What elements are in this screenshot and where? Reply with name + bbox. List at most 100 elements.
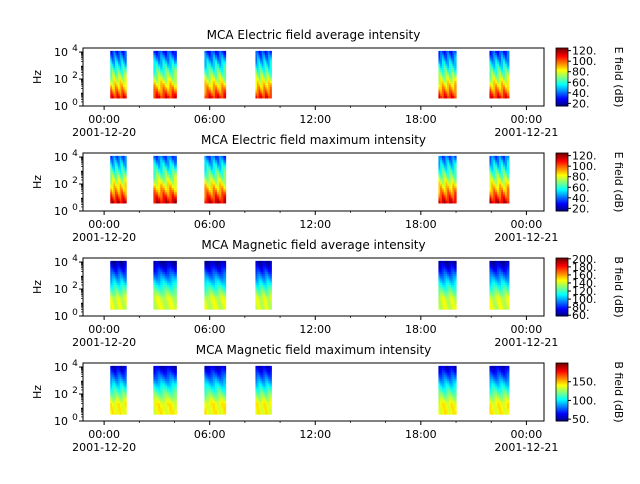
x-tick-label: 00:00 bbox=[511, 428, 543, 441]
x-tick-label: 18:00 bbox=[405, 428, 437, 441]
data-pass bbox=[110, 156, 126, 204]
panel-title: MCA Electric field average intensity bbox=[207, 28, 421, 42]
plot-frame bbox=[83, 258, 544, 316]
data-pass bbox=[489, 156, 509, 204]
panel-title: MCA Magnetic field average intensity bbox=[201, 238, 425, 252]
y-tick-label: 10 bbox=[54, 46, 68, 59]
x-tick-label: 06:00 bbox=[194, 428, 226, 441]
x-date-label: 2001-12-21 bbox=[494, 441, 558, 454]
x-tick-label: 12:00 bbox=[299, 323, 331, 336]
data-pass bbox=[255, 51, 271, 99]
data-pass bbox=[153, 156, 176, 204]
x-date-label: 2001-12-21 bbox=[494, 126, 558, 139]
x-tick-label: 12:00 bbox=[299, 218, 331, 231]
colorbar-tick-label: 120. bbox=[572, 45, 597, 58]
y-tick-exponent: 2 bbox=[72, 386, 78, 396]
data-pass bbox=[110, 366, 126, 415]
data-pass bbox=[438, 156, 456, 204]
y-tick-exponent: 2 bbox=[72, 281, 78, 291]
x-tick-label: 00:00 bbox=[88, 323, 120, 336]
x-tick-label: 18:00 bbox=[405, 323, 437, 336]
colorbar: 60.80.100.120.140.160.180.200.B field (d… bbox=[556, 253, 625, 322]
y-tick-label: 10 bbox=[54, 205, 68, 218]
y-tick-exponent: 4 bbox=[72, 359, 78, 369]
colorbar-tick-label: 200. bbox=[572, 253, 597, 266]
plot-frame bbox=[83, 48, 544, 106]
x-tick-label: 06:00 bbox=[194, 113, 226, 126]
y-tick-label: 10 bbox=[54, 151, 68, 164]
y-tick-exponent: 4 bbox=[72, 149, 78, 159]
y-tick-exponent: 0 bbox=[72, 413, 78, 423]
data-pass bbox=[153, 261, 176, 310]
x-tick-label: 06:00 bbox=[194, 323, 226, 336]
y-tick-label: 10 bbox=[54, 73, 68, 86]
colorbar-label: E field (dB) bbox=[612, 47, 625, 108]
x-tick-label: 12:00 bbox=[299, 113, 331, 126]
data-pass bbox=[489, 261, 509, 310]
plot-frame bbox=[83, 363, 544, 421]
y-tick-exponent: 0 bbox=[72, 203, 78, 213]
y-axis-label: Hz bbox=[31, 70, 44, 84]
colorbar: 20.40.60.80.100.120.E field (dB) bbox=[556, 150, 625, 216]
data-pass bbox=[438, 261, 456, 310]
data-pass bbox=[204, 261, 226, 310]
data-pass bbox=[489, 51, 509, 99]
panel-title: MCA Magnetic field maximum intensity bbox=[196, 343, 432, 357]
colorbar-tick-label: 50. bbox=[572, 413, 590, 426]
x-tick-label: 00:00 bbox=[88, 428, 120, 441]
y-tick-label: 10 bbox=[54, 310, 68, 323]
plot-frame bbox=[83, 153, 544, 211]
data-pass bbox=[153, 51, 176, 99]
y-tick-label: 10 bbox=[54, 256, 68, 269]
y-tick-exponent: 0 bbox=[72, 308, 78, 318]
colorbar: 50. 100. 150. B field (dB) bbox=[556, 361, 625, 426]
colorbar-tick-label: 100. bbox=[572, 394, 597, 407]
x-tick-label: 00:00 bbox=[511, 113, 543, 126]
data-pass bbox=[153, 366, 176, 415]
data-pass bbox=[204, 51, 226, 99]
y-axis-label: Hz bbox=[31, 385, 44, 399]
y-tick-exponent: 4 bbox=[72, 44, 78, 54]
y-tick-exponent: 2 bbox=[72, 176, 78, 186]
data-pass bbox=[255, 366, 271, 415]
x-tick-label: 06:00 bbox=[194, 218, 226, 231]
colorbar: 20.40.60.80.100.120.E field (dB) bbox=[556, 45, 625, 111]
x-tick-label: 12:00 bbox=[299, 428, 331, 441]
colorbar-label: B field (dB) bbox=[612, 361, 625, 422]
y-tick-label: 10 bbox=[54, 388, 68, 401]
data-pass bbox=[438, 366, 456, 415]
x-date-label: 2001-12-20 bbox=[72, 441, 136, 454]
colorbar-tick-label: 150. bbox=[572, 376, 597, 389]
y-tick-exponent: 4 bbox=[72, 254, 78, 264]
x-date-label: 2001-12-21 bbox=[494, 231, 558, 244]
data-pass bbox=[110, 51, 126, 99]
x-tick-label: 18:00 bbox=[405, 113, 437, 126]
y-tick-label: 10 bbox=[54, 178, 68, 191]
y-tick-label: 10 bbox=[54, 415, 68, 428]
data-pass bbox=[204, 366, 226, 415]
data-pass bbox=[110, 261, 126, 310]
colorbar-tick-label: 120. bbox=[572, 150, 597, 163]
x-date-label: 2001-12-20 bbox=[72, 231, 136, 244]
panel-title: MCA Electric field maximum intensity bbox=[201, 133, 426, 147]
y-tick-label: 10 bbox=[54, 283, 68, 296]
y-tick-exponent: 0 bbox=[72, 98, 78, 108]
x-tick-label: 00:00 bbox=[88, 113, 120, 126]
data-pass bbox=[204, 156, 226, 204]
x-date-label: 2001-12-20 bbox=[72, 336, 136, 349]
y-tick-label: 10 bbox=[54, 100, 68, 113]
colorbar-label: E field (dB) bbox=[612, 152, 625, 213]
colorbar-label: B field (dB) bbox=[612, 256, 625, 317]
x-date-label: 2001-12-21 bbox=[494, 336, 558, 349]
y-tick-label: 10 bbox=[54, 361, 68, 374]
y-axis-label: Hz bbox=[31, 175, 44, 189]
y-tick-exponent: 2 bbox=[72, 71, 78, 81]
x-tick-label: 18:00 bbox=[405, 218, 437, 231]
data-pass bbox=[489, 366, 509, 415]
y-axis-label: Hz bbox=[31, 280, 44, 294]
